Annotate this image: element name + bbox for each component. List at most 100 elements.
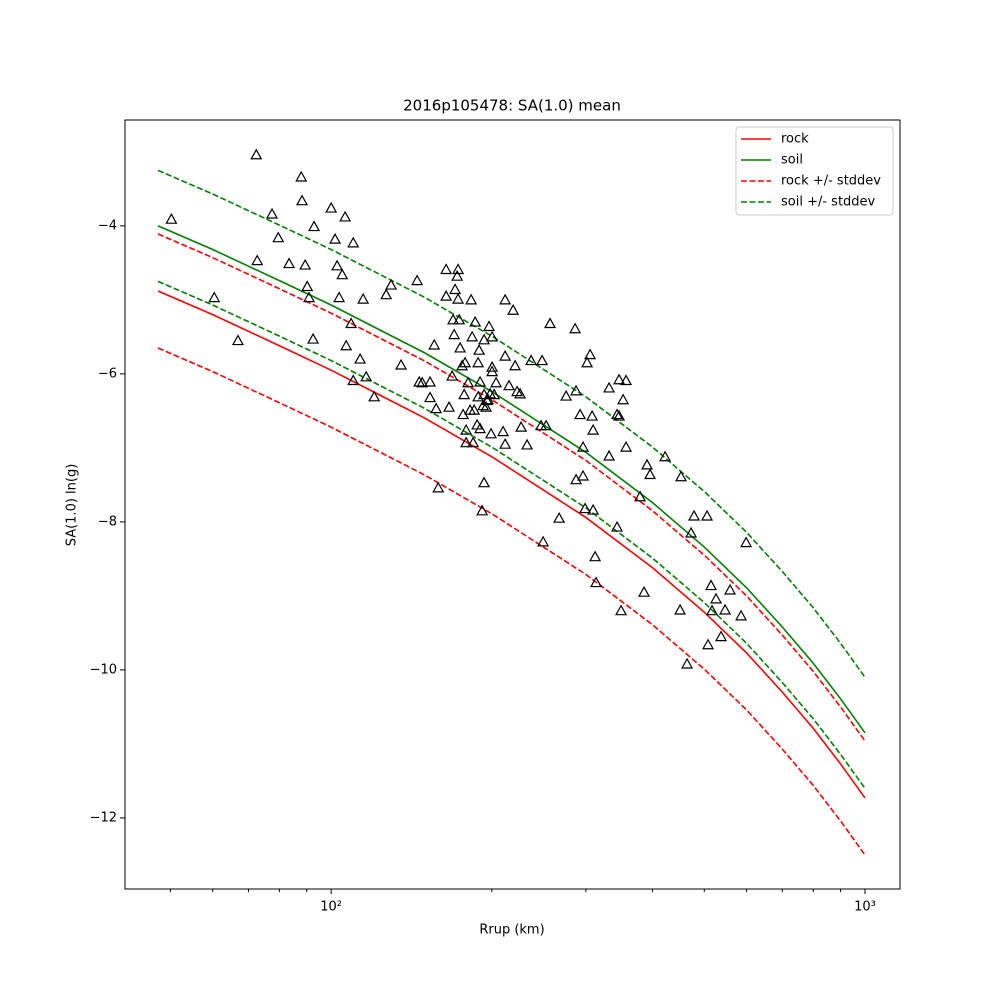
scatter-point (724, 583, 737, 595)
scatter-point (430, 402, 443, 414)
y-tick-label: −8 (98, 514, 117, 529)
scatter-point (480, 400, 493, 412)
scatter-point (611, 520, 624, 532)
scatter-point (250, 148, 263, 160)
scatter-point (617, 393, 630, 405)
scatter-point (458, 388, 471, 400)
scatter-point (440, 263, 453, 275)
scatter-point (474, 375, 487, 387)
scatter-point (347, 236, 360, 248)
scatter-point (490, 376, 503, 388)
scatter-point (325, 201, 338, 213)
scatter-point (473, 343, 486, 355)
scatter-point (469, 315, 482, 327)
scatter-point (296, 194, 309, 206)
scatter-point (336, 268, 349, 280)
scatter-point (613, 409, 626, 421)
scatter-point (710, 592, 723, 604)
scatter-point (587, 423, 600, 435)
scatter-point (540, 419, 553, 431)
scatter-point (472, 356, 485, 368)
scatter-point (589, 550, 602, 562)
scatter-point (478, 333, 491, 345)
scatter-point (329, 232, 342, 244)
scatter-point (497, 425, 510, 437)
x-tick-label: 10³ (854, 900, 876, 915)
scatter-point (447, 313, 460, 325)
scatter-point (307, 332, 320, 344)
scatter-point (581, 356, 594, 368)
plot-frame (124, 119, 901, 890)
scatter-point (331, 259, 344, 271)
scatter-point (483, 320, 496, 332)
scatter-point (620, 440, 633, 452)
scatter-point (615, 604, 628, 616)
legend-label: rock +/- stddev (781, 174, 881, 189)
scatter-point (308, 220, 321, 232)
scatter-point (603, 381, 616, 393)
scatter-point (395, 358, 408, 370)
scatter-point (515, 420, 528, 432)
y-tick-label: −10 (90, 662, 117, 677)
scatter-point (641, 458, 654, 470)
scatter-point (719, 603, 732, 615)
scatter-point (411, 274, 424, 286)
scatter-point (360, 370, 373, 382)
scatter-point (432, 481, 445, 493)
scatter-point (468, 403, 481, 415)
scatter-point (521, 438, 534, 450)
scatter-point (339, 210, 352, 222)
scatter-point (488, 388, 501, 400)
scatter-point (577, 440, 590, 452)
scatter-point (428, 338, 441, 350)
scatter-point (459, 356, 472, 368)
scatter-point (499, 293, 512, 305)
y-axis-label: SA(1.0) ln(g) (65, 464, 80, 547)
scatter-point (413, 375, 426, 387)
scatter-point (449, 283, 462, 295)
scatter-point (499, 437, 512, 449)
scatter-point (511, 385, 524, 397)
scatter-point (486, 330, 499, 342)
scatter-point (466, 330, 479, 342)
scatter-point (659, 450, 672, 462)
scatter-point (474, 422, 487, 434)
scatter-point (272, 231, 285, 243)
legend-label: soil (781, 153, 803, 168)
scatter-point (675, 470, 688, 482)
scatter-point (613, 373, 626, 385)
scatter-point (301, 280, 314, 292)
scatter-point (577, 469, 590, 481)
scatter-point (685, 526, 698, 538)
scatter-point (705, 579, 718, 591)
scatter-point (354, 352, 367, 364)
scatter-point (611, 408, 624, 420)
scatter-point (579, 502, 592, 514)
scatter-point (478, 476, 491, 488)
scatter-point (345, 317, 358, 329)
scatter-point (560, 389, 573, 401)
scatter-point (509, 359, 522, 371)
x-tick-label: 10² (320, 900, 342, 915)
scatter-point (674, 603, 687, 615)
scatter-point (303, 291, 316, 303)
scatter-point (499, 349, 512, 361)
scatter-point (443, 400, 456, 412)
y-tick-label: −4 (98, 218, 117, 233)
scatter-point (448, 328, 461, 340)
scatter-point (465, 293, 478, 305)
scatter-point (266, 207, 279, 219)
scatter-point (452, 292, 465, 304)
scatter-point (472, 390, 485, 402)
scatter-point (590, 576, 603, 588)
legend-box (735, 126, 894, 216)
scatter-point (333, 291, 346, 303)
scatter-point (476, 504, 489, 516)
scatter-point (357, 292, 370, 304)
scatter-point (740, 536, 753, 548)
scatter-point (701, 509, 714, 521)
scatter-point (644, 468, 657, 480)
legend-label: soil +/- stddev (781, 195, 876, 210)
